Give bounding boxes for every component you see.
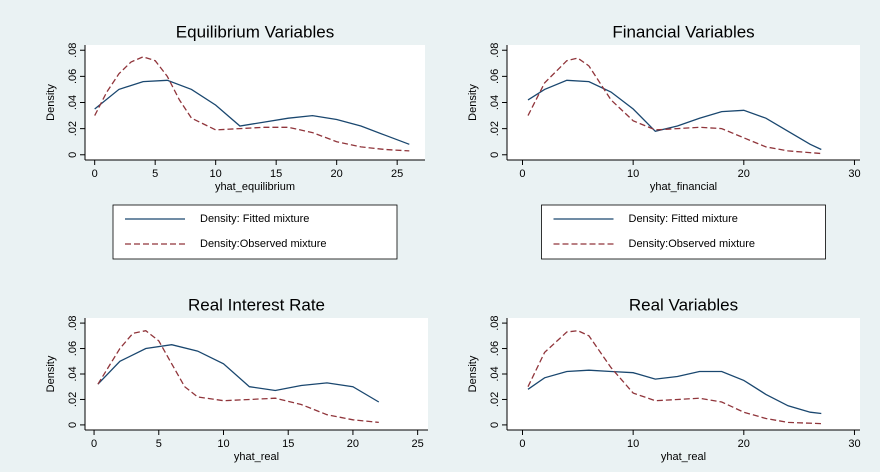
legend-label: Density: Fitted mixture [629,213,738,225]
y-tick-label: .08 [489,43,501,58]
x-tick-label: 10 [210,168,222,180]
legend-box [112,204,398,260]
x-axis-label: yhat_real [661,451,706,463]
density-line [97,330,379,424]
x-tick-label: 20 [738,438,750,450]
density-line [94,56,410,152]
chart-title: Equilibrium Variables [176,22,334,41]
plot-area [85,45,425,160]
y-tick-label: 0 [67,152,79,158]
x-tick-label: 15 [282,438,294,450]
y-axis-label: Density [467,84,479,121]
y-axis-label: Density [45,355,57,392]
x-tick-label: 15 [270,168,282,180]
y-tick-label: .08 [67,315,79,330]
y-tick-label: .02 [489,121,501,136]
x-tick-label: 20 [331,168,343,180]
density-line [97,344,380,403]
y-tick-label: .06 [67,69,79,84]
chart-title: Financial Variables [612,22,754,41]
x-tick-label: 25 [391,168,403,180]
x-tick-label: 30 [848,168,860,180]
legend-label: Density:Observed mixture [629,238,756,250]
density-line [94,79,410,145]
legend-box [541,204,826,260]
x-tick-label: 10 [627,168,639,180]
legend-label: Density: Fitted mixture [200,213,309,225]
x-axis-label: yhat_equilibrium [215,181,295,193]
plot-area [85,318,428,430]
x-tick-label: 20 [347,438,359,450]
chart-title: Real Variables [629,295,738,314]
x-tick-label: 20 [738,168,750,180]
x-tick-label: 10 [627,438,639,450]
plot-area [507,45,860,160]
y-tick-label: .06 [489,69,501,84]
x-tick-label: 0 [91,438,97,450]
y-axis-label: Density [45,84,57,121]
y-tick-label: .04 [67,366,79,381]
y-tick-label: .04 [489,366,501,381]
x-axis-label: yhat_financial [650,181,717,193]
y-tick-label: 0 [67,422,79,428]
x-tick-label: 30 [848,438,860,450]
y-tick-label: .02 [67,392,79,407]
y-tick-label: .02 [489,392,501,407]
y-tick-label: .02 [67,121,79,136]
density-line [527,79,822,151]
x-axis-label: yhat_real [234,451,279,463]
y-tick-label: .08 [67,43,79,58]
y-tick-label: .04 [489,95,501,110]
y-tick-label: 0 [489,422,501,428]
y-axis-label: Density [467,355,479,392]
chart-title: Real Interest Rate [188,295,325,314]
x-tick-label: 0 [519,168,525,180]
x-tick-label: 5 [152,168,158,180]
y-tick-label: .06 [489,341,501,356]
x-tick-label: 25 [412,438,424,450]
y-tick-label: .04 [67,95,79,110]
x-tick-label: 0 [519,438,525,450]
y-tick-label: .08 [489,315,501,330]
y-tick-label: 0 [489,152,501,158]
y-tick-label: .06 [67,341,79,356]
x-tick-label: 5 [156,438,162,450]
x-tick-label: 0 [92,168,98,180]
legend-label: Density:Observed mixture [200,238,327,250]
density-line [527,330,822,425]
x-tick-label: 10 [217,438,229,450]
plot-area [507,318,860,430]
density-line [527,369,822,415]
